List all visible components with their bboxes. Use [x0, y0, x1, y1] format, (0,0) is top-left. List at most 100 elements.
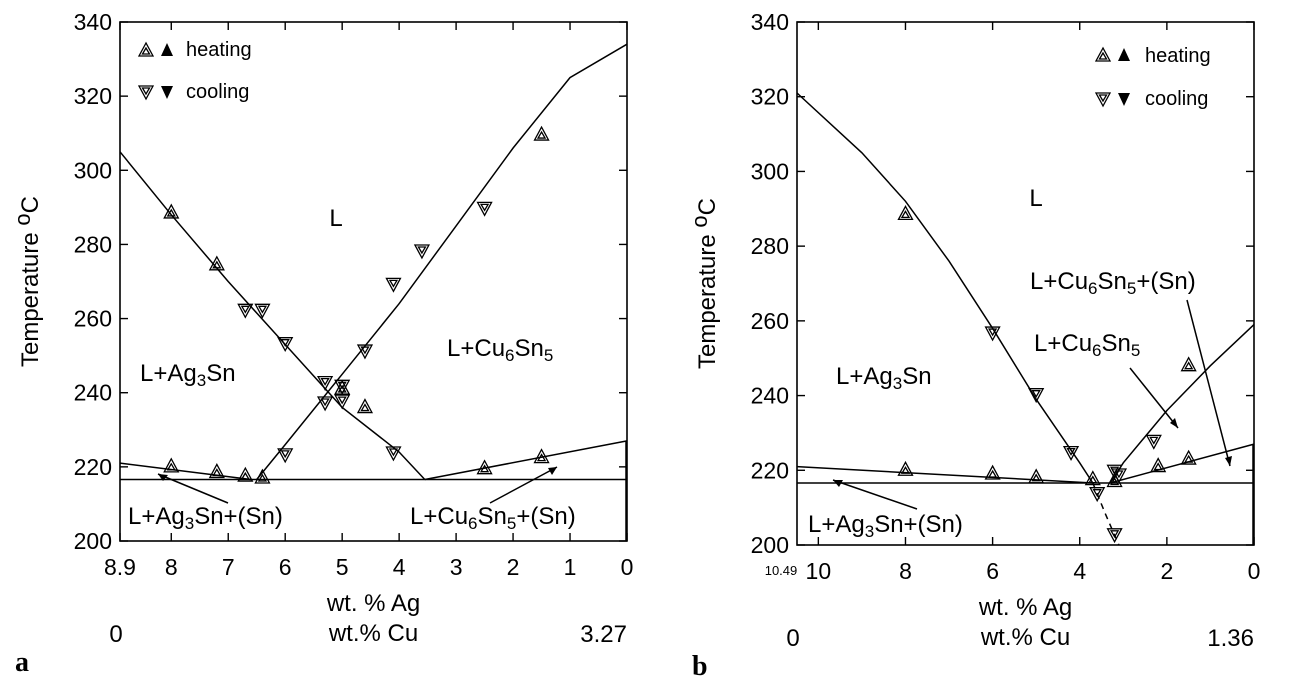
cooling-point [1145, 434, 1162, 450]
arrow-cu6sn5-sn [1186, 299, 1231, 467]
ag3sn-liquidus-line [119, 151, 426, 481]
legend-heating-open-icon [1094, 46, 1112, 62]
region-l-cu6sn5-sn: L+Cu6Sn5+(Sn) [410, 503, 576, 533]
y-tick-label: 260 [74, 306, 112, 332]
cooling-point [1062, 445, 1080, 461]
heating-point [163, 457, 180, 473]
heating-point [208, 255, 225, 271]
cooling-point [1106, 528, 1123, 544]
ag3sn-sn-line [119, 462, 252, 481]
x-tick-label: 6 [986, 558, 999, 584]
legend-cooling-open-icon [137, 85, 155, 101]
panel-label: a [15, 647, 29, 678]
arrow-ag3sn-sn [157, 473, 229, 504]
y-axis-label: Temperature oC [687, 198, 721, 369]
region-l-cu6sn5-sn: L+Cu6Sn5+(Sn) [1030, 268, 1196, 298]
legend-heating-label: heating [186, 39, 252, 61]
y-tick-label: 340 [751, 9, 789, 35]
region-l-ag3sn-sn: L+Ag3Sn+(Sn) [128, 503, 283, 533]
x-tick-label: 10 [806, 558, 832, 584]
cooling-point [277, 337, 294, 353]
x2-axis-label: wt.% Cu [980, 624, 1070, 651]
heating-point [163, 203, 180, 219]
panel-label: b [692, 651, 708, 682]
cooling-point [316, 375, 334, 391]
x-tick-label: 8 [899, 558, 912, 584]
ag3sn-sn-line [796, 465, 1093, 484]
legend-heating-solid-icon [161, 43, 173, 56]
legend-heating-label: heating [1145, 45, 1211, 67]
heating-point [897, 460, 914, 476]
legend-cooling-solid-icon [161, 86, 173, 99]
arrow-ag3sn-sn [832, 479, 918, 510]
heating-point [208, 463, 225, 479]
cooling-point [277, 448, 294, 464]
cooling-point [356, 344, 374, 360]
cooling-point [413, 244, 431, 260]
region-l-cu6sn5: L+Cu6Sn5 [1034, 330, 1140, 360]
arrow-cu6sn5-sn [489, 466, 558, 504]
x-axis-label: wt. % Ag [978, 594, 1072, 621]
x-tick-label: 4 [1073, 558, 1086, 584]
arrow-head [158, 474, 168, 481]
heating-point [356, 398, 374, 414]
cooling-point [237, 303, 254, 319]
legend-cooling-label: cooling [1145, 88, 1208, 110]
y-tick-label: 300 [74, 157, 112, 183]
metastable-extension-line [1092, 482, 1120, 546]
y-tick-label: 220 [74, 454, 112, 480]
region-l-cu6sn5: L+Cu6Sn5 [447, 335, 553, 365]
heating-point [533, 448, 550, 464]
x2-left-value: 0 [786, 625, 799, 652]
arrow-head [1170, 418, 1178, 428]
cu6sn5-sn-line [424, 440, 628, 481]
x-left-label: 10.49 [765, 563, 798, 578]
cooling-point [476, 201, 493, 217]
y-tick-label: 320 [74, 83, 112, 109]
cooling-point [316, 396, 334, 412]
heating-point [1150, 457, 1167, 473]
x-tick-label: 2 [1160, 558, 1173, 584]
x2-right-value: 3.27 [580, 621, 627, 648]
cooling-point [1028, 388, 1045, 404]
y-tick-label: 240 [74, 380, 112, 406]
arrow-head [548, 467, 557, 475]
region-l-ag3sn: L+Ag3Sn [836, 363, 932, 393]
x-tick-label: 7 [222, 554, 235, 580]
panel-a: 200 220 240 260 280 300 320 340 8.9 8 7 6 5 4 3 2 1 0 wt. … [10, 9, 633, 678]
cooling-point [984, 326, 1001, 342]
heating-point [1028, 468, 1045, 484]
heating-point [1180, 449, 1197, 465]
x2-axis-label: wt.% Cu [328, 620, 418, 647]
x-tick-label: 6 [279, 554, 292, 580]
y-tick-label: 200 [751, 532, 789, 558]
x2-left-value: 0 [109, 621, 122, 648]
heating-point [1180, 356, 1197, 372]
legend-heating-solid-icon [1118, 48, 1130, 61]
arrow-head [1225, 456, 1232, 466]
legend-cooling-solid-icon [1118, 93, 1130, 106]
cooling-point [334, 379, 351, 395]
region-l-ag3sn: L+Ag3Sn [140, 360, 236, 390]
x-axis-label: wt. % Ag [326, 590, 420, 617]
plot-frame [119, 21, 628, 542]
cooling-point [334, 394, 351, 410]
panel-b: 200 220 240 260 280 300 320 340 10 8 6 4 2 0 10.49 wt. … [687, 9, 1260, 682]
cu6sn5-liquidus-line [256, 43, 628, 480]
x-tick-label: 1 [564, 554, 577, 580]
y-tick-label: 240 [751, 383, 789, 409]
x-tick-label: 8 [165, 554, 178, 580]
cooling-point [254, 303, 271, 319]
y-axis-label: Temperature oC [10, 196, 44, 367]
x-tick-label: 0 [1248, 558, 1261, 584]
y-tick-label: 280 [751, 233, 789, 259]
y-tick-label: 340 [74, 9, 112, 35]
y-tick-label: 200 [74, 528, 112, 554]
cooling-point [385, 446, 402, 462]
arrow-head [833, 480, 843, 487]
cooling-point [1110, 468, 1128, 484]
x-tick-label: 2 [507, 554, 520, 580]
x-tick-label: 0 [621, 554, 634, 580]
y-tick-label: 220 [751, 457, 789, 483]
cooling-point [385, 277, 402, 293]
